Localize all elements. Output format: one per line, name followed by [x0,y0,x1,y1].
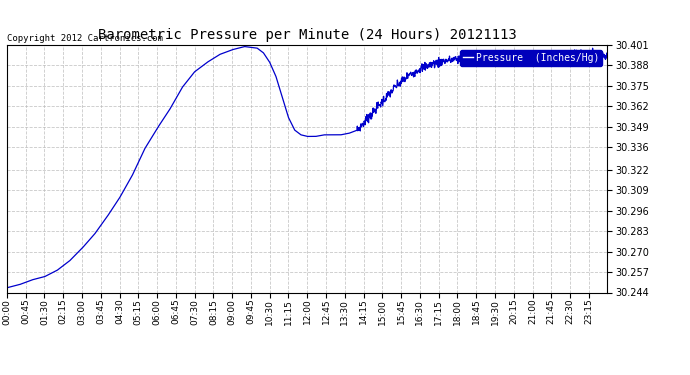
Title: Barometric Pressure per Minute (24 Hours) 20121113: Barometric Pressure per Minute (24 Hours… [98,28,516,42]
Legend: Pressure  (Inches/Hg): Pressure (Inches/Hg) [460,50,602,66]
Text: Copyright 2012 Cartronics.com: Copyright 2012 Cartronics.com [7,33,163,42]
